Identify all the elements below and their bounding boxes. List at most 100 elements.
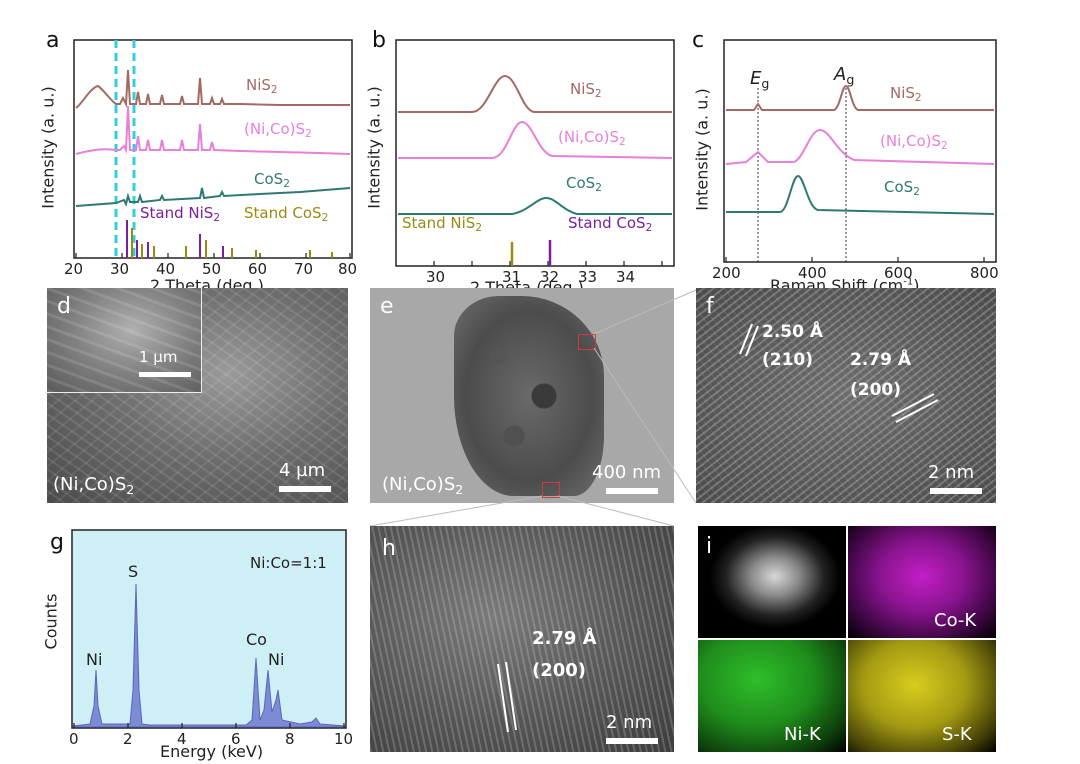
xtick-c-0: 200 [712, 264, 741, 282]
tem-particle [454, 296, 604, 496]
xrd-plot-a [73, 39, 353, 259]
mode-eg: Eg [750, 68, 770, 91]
raman-plot-c [723, 39, 997, 263]
series-label-nis2-c: NiS2 [890, 84, 922, 104]
map-label-co: Co-K [934, 610, 977, 631]
trace-nis2-c [726, 84, 994, 111]
ref-sticks-cos2-a [131, 228, 333, 258]
trace-nis2-a [75, 69, 350, 109]
scale-text-h: 2 nm [606, 712, 653, 733]
panel-label-d: d [57, 294, 71, 319]
hkl-f1: (210) [762, 350, 814, 370]
panel-i-eds-maps: i Co-K Ni-K S-K [698, 526, 996, 752]
xtick-a-3: 50 [202, 260, 222, 278]
scale-bar-d-inset [139, 372, 191, 377]
scale-text-d: 4 µm [279, 460, 326, 481]
series-label-nis2-a: NiS2 [246, 76, 278, 96]
peak-label-ni-1: Ni [86, 650, 103, 669]
map-ni [698, 640, 846, 752]
panel-d-sem-image: d 1 µm 4 µm (Ni,Co)S2 [47, 288, 348, 503]
series-label-cos2-c: CoS2 [884, 178, 920, 198]
peak-label-co: Co [246, 630, 267, 649]
xtick-a-2: 40 [156, 260, 176, 278]
series-label-nis2-b: NiS2 [570, 80, 602, 100]
scale-text-e: 400 nm [592, 462, 662, 483]
edx-plot-g [71, 529, 347, 729]
series-label-nicos2-c: (Ni,Co)S2 [880, 132, 948, 152]
xtick-g-5: 10 [334, 730, 354, 748]
panel-label-h: h [382, 536, 396, 561]
xtick-b-1: 31 [502, 268, 522, 286]
panel-label-b: b [372, 28, 386, 53]
roi-box-upper [578, 334, 596, 350]
trace-nicos2-b [398, 120, 673, 159]
peak-label-ni-2: Ni [268, 650, 285, 669]
trace-cos2-c [726, 174, 995, 215]
map-label-ni: Ni-K [784, 724, 821, 745]
series-label-cos2-b: CoS2 [566, 174, 602, 194]
ref-label-cos2-b: Stand CoS2 [568, 214, 653, 234]
map-co [848, 526, 996, 638]
hkl-f2: (200) [850, 380, 902, 400]
scale-bar-d [279, 486, 331, 492]
xtick-g-0: 0 [69, 730, 79, 748]
panel-b: b 30 31 32 33 34 2 Theta (deg.) Intensit… [362, 28, 682, 297]
ref-label-cos2-a: Stand CoS2 [244, 204, 329, 224]
xtick-c-1: 400 [798, 264, 827, 282]
xtick-a-4: 60 [248, 260, 268, 278]
panel-e-tem-image: e 400 nm (Ni,Co)S2 [370, 288, 674, 503]
map-divider-h [698, 638, 996, 640]
trace-cos2-a [75, 187, 351, 207]
ref-label-nis2-b: Stand NiS2 [402, 214, 482, 234]
xtick-c-3: 800 [970, 264, 999, 282]
d-spacing-h: 2.79 Å [532, 628, 597, 649]
xtick-b-2: 32 [540, 268, 560, 286]
lattice-markers-f [739, 323, 939, 423]
edx-spectrum [72, 583, 346, 728]
ratio-label-g: Ni:Co=1:1 [250, 554, 327, 572]
scale-text-d-inset: 1 µm [139, 348, 178, 366]
panel-g: g Ni:Co=1:1 Ni S Co Ni 0 2 4 6 8 10 Ener… [20, 520, 360, 761]
series-label-nicos2-b: (Ni,Co)S2 [558, 128, 626, 148]
panel-label-f: f [706, 294, 714, 319]
xtick-b-4: 34 [616, 268, 636, 286]
xtick-g-3: 6 [231, 730, 241, 748]
xrd-plot-b [395, 39, 675, 267]
xtick-g-1: 2 [123, 730, 133, 748]
xtick-a-1: 30 [110, 260, 130, 278]
scale-bar-f [930, 488, 982, 494]
map-label-s: S-K [942, 724, 972, 745]
mode-ag: Ag [834, 64, 855, 87]
trace-cos2-b [398, 196, 672, 215]
d-spacing-f1: 2.50 Å [762, 322, 824, 342]
roi-box-lower [542, 482, 560, 498]
ref-label-nis2-a: Stand NiS2 [140, 204, 220, 224]
trace-nicos2-a [75, 105, 351, 155]
ylabel-c: Intensity (a. u.) [692, 88, 712, 211]
map-s [848, 640, 996, 752]
ylabel-b: Intensity (a. u.) [364, 86, 384, 209]
ylabel-a: Intensity (a. u.) [38, 86, 58, 209]
panel-label-i: i [706, 534, 713, 559]
panel-label-c: c [692, 28, 705, 53]
xtick-b-0: 30 [426, 268, 446, 286]
d-spacing-f2: 2.79 Å [850, 350, 912, 370]
scale-text-f: 2 nm [928, 462, 975, 483]
panel-a: a [20, 28, 360, 295]
xtick-b-3: 33 [578, 268, 598, 286]
scale-bar-h [606, 738, 658, 744]
material-label-d: (Ni,Co)S2 [53, 474, 135, 497]
panel-c: c Eg Ag 200 400 600 800 Raman Shift (cm-… [684, 28, 1014, 295]
panel-label-e: e [380, 294, 394, 319]
xlabel-g: Energy (keV) [160, 742, 264, 761]
map-haadf [698, 526, 846, 638]
xtick-a-0: 20 [64, 260, 84, 278]
series-label-cos2-a: CoS2 [254, 170, 290, 190]
panel-label-a: a [46, 28, 60, 53]
ref-sticks-nis2-a [126, 220, 224, 258]
lattice-markers-h [497, 661, 517, 733]
xtick-g-2: 4 [177, 730, 187, 748]
panel-label-g: g [50, 530, 64, 555]
series-label-nicos2-a: (Ni,Co)S2 [244, 120, 312, 140]
ylabel-g: Counts [41, 593, 61, 650]
